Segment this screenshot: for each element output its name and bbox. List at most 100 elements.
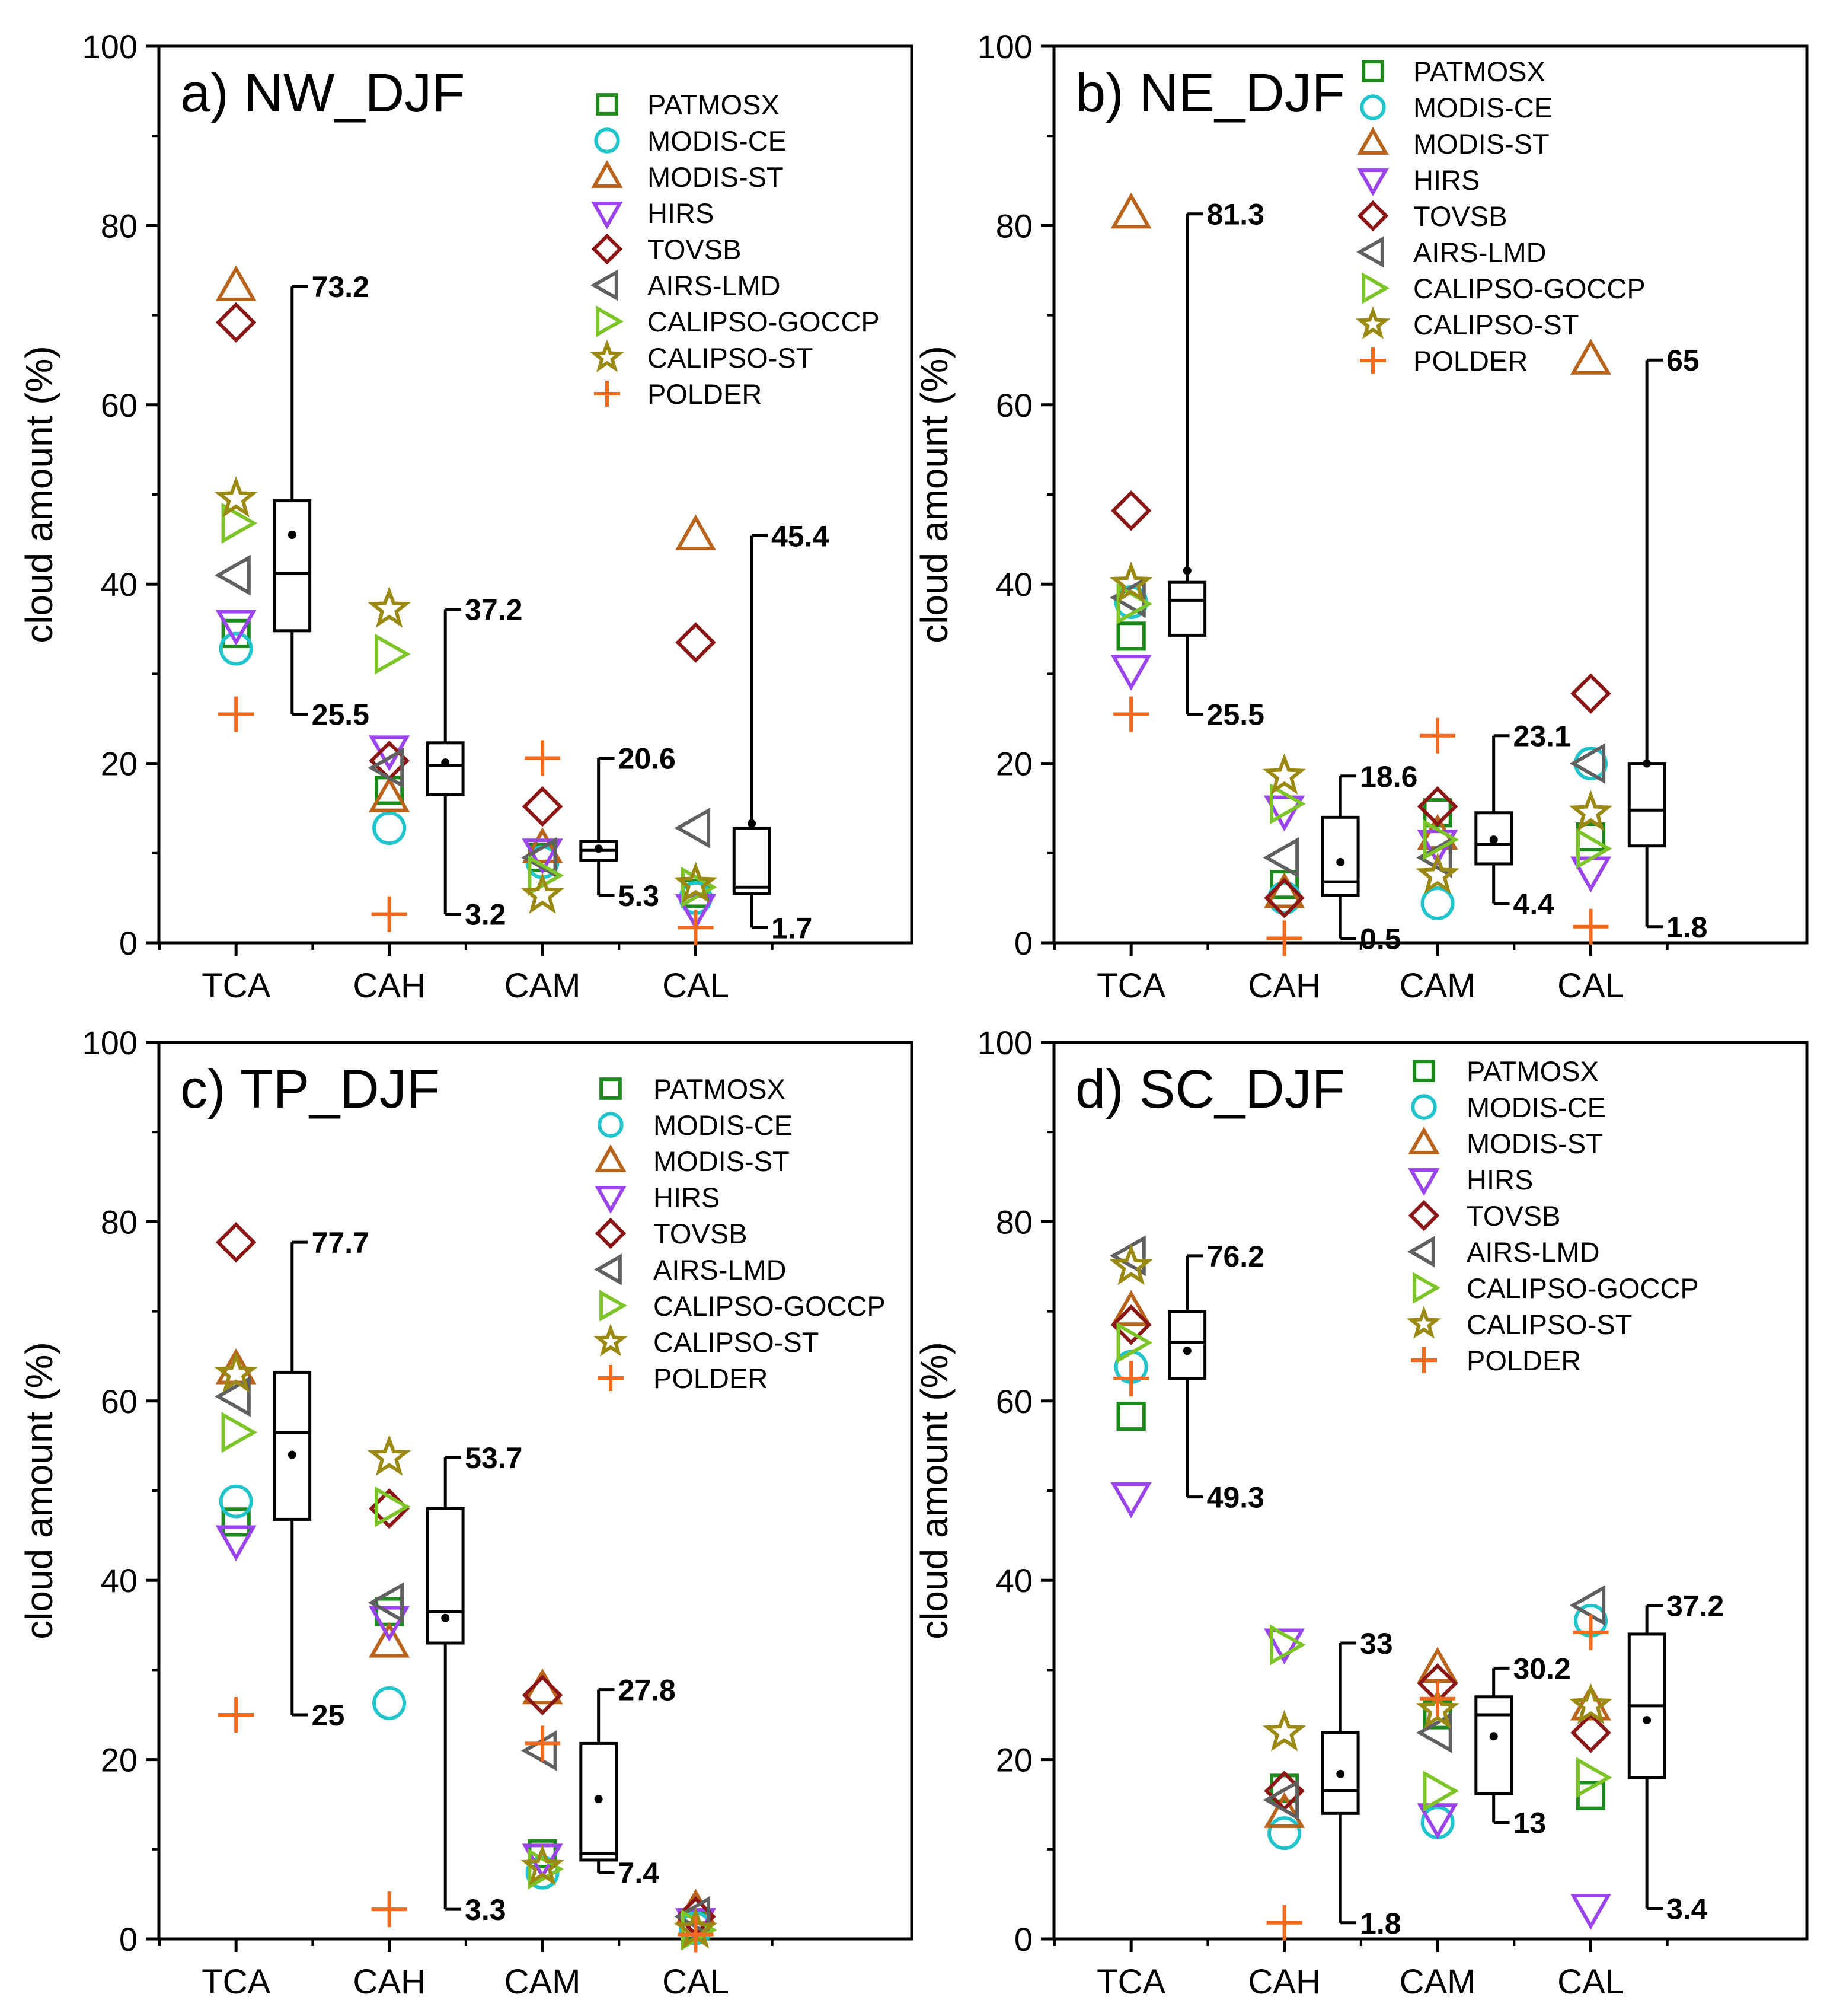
point-airs-lmd: [1110, 1235, 1146, 1277]
legend-marker-calipso-st: [593, 1323, 628, 1357]
legend-label: MODIS-ST: [647, 161, 784, 193]
x-category-label: CAM: [1400, 1963, 1476, 2001]
y-tick-label: 100: [82, 1024, 138, 1061]
y-axis-label: cloud amount (%): [913, 1342, 956, 1639]
point-polder: [371, 1891, 407, 1928]
legend-label: PATMOSX: [1413, 56, 1545, 87]
legend-marker-tovsb: [1408, 1200, 1440, 1232]
max-value-label: 30.2: [1513, 1652, 1571, 1685]
x-category-label: TCA: [1097, 1963, 1165, 2001]
point-hirs: [1110, 655, 1152, 691]
point-hirs: [1570, 1893, 1612, 1930]
iqr-box: [426, 741, 465, 797]
legend-label: CALIPSO-GOCCP: [1467, 1272, 1699, 1304]
min-value-label: 5.3: [618, 879, 660, 913]
box-cam: 30.2 13: [1474, 1652, 1571, 1839]
y-tick-label: 20: [996, 1741, 1033, 1779]
box-cah: 18.6 0.5: [1321, 760, 1417, 955]
legend-marker-hirs: [591, 202, 623, 230]
point-polder: [525, 1725, 561, 1762]
y-tick-label: 40: [996, 566, 1033, 603]
x-category-label: CAL: [662, 1963, 729, 2001]
y-tick-label: 100: [978, 1024, 1033, 1061]
point-polder: [1420, 717, 1456, 754]
x-category-label: CAM: [504, 966, 581, 1005]
mean-dot: [594, 844, 603, 853]
plot-frame: [157, 1041, 914, 1941]
point-polder: [371, 896, 407, 932]
legend-marker-polder: [598, 1365, 624, 1391]
mean-dot: [441, 1613, 450, 1622]
point-modis-st: [1110, 192, 1152, 229]
point-hirs: [1264, 795, 1305, 832]
max-value-label: 23.1: [1513, 720, 1571, 753]
min-value-label: 3.3: [465, 1893, 506, 1926]
point-hirs: [215, 1525, 257, 1562]
legend-marker-calipso-goccp: [599, 1290, 628, 1322]
point-hirs: [369, 1606, 410, 1642]
max-value-label: 33: [1360, 1627, 1393, 1660]
panel-3: 0 20 40 60 80 100 TCA CAH CAM CAL cloud amount (%)…: [18, 1024, 914, 2001]
point-modis-st: [522, 827, 563, 863]
legend-label: CALIPSO-GOCCP: [653, 1290, 886, 1322]
x-category-label: CAL: [1557, 966, 1624, 1005]
point-polder: [1573, 908, 1609, 945]
point-calipso-goccp: [681, 866, 717, 908]
y-tick-label: 0: [1014, 924, 1033, 962]
point-airs-lmd: [521, 1730, 557, 1772]
mean-dot: [1643, 759, 1652, 768]
legend-marker-modis-ce: [1360, 94, 1386, 120]
box-cah: 37.2 3.2: [426, 594, 522, 932]
point-tovsb: [675, 622, 716, 663]
legend-marker-polder: [1411, 1347, 1437, 1373]
legend-marker-polder: [594, 381, 620, 407]
point-hirs: [522, 838, 563, 875]
legend-label: HIRS: [653, 1182, 720, 1213]
y-tick-label: 40: [101, 1562, 138, 1599]
panel-title: b) NE_DJF: [1075, 63, 1345, 123]
point-calipso-st: [1109, 561, 1153, 603]
legend-marker-calipso-st: [1406, 1306, 1442, 1339]
point-tovsb: [215, 302, 257, 343]
point-airs-lmd: [674, 1896, 711, 1937]
legend: PATMOSX MODIS-CE MODIS-ST HIRS TOVSB AIRS-LMD…: [1355, 56, 1646, 377]
legend-label: POLDER: [653, 1363, 768, 1394]
box-cal: 37.2 3.4: [1627, 1590, 1724, 1926]
point-airs-lmd: [368, 1582, 404, 1623]
max-value-label: 65: [1666, 344, 1700, 377]
box-cam: 23.1 4.4: [1474, 720, 1571, 920]
legend-marker-calipso-goccp: [1413, 1272, 1441, 1304]
max-value-label: 53.7: [465, 1441, 522, 1475]
point-calipso-st: [520, 872, 564, 914]
mean-dot: [1183, 1347, 1192, 1355]
point-calipso-goccp: [221, 1412, 258, 1453]
point-patmosx: [221, 618, 251, 648]
x-category-label: CAH: [353, 1963, 425, 2001]
legend-marker-modis-st: [1408, 1126, 1440, 1154]
legend-label: POLDER: [1413, 345, 1528, 377]
y-tick-label: 80: [996, 207, 1033, 244]
panel-title: c) TP_DJF: [180, 1059, 440, 1119]
box-tca: 76.2 49.3: [1168, 1240, 1264, 1514]
point-polder: [1420, 1680, 1456, 1717]
legend-marker-hirs: [595, 1186, 627, 1214]
point-calipso-goccp: [1116, 1322, 1153, 1364]
point-calipso-st: [214, 1351, 258, 1393]
y-axis-label: cloud amount (%): [18, 1342, 60, 1639]
point-tovsb: [1264, 878, 1305, 918]
legend-marker-calipso-st: [1355, 306, 1391, 339]
point-calipso-goccp: [1270, 783, 1306, 825]
y-tick-label: 20: [101, 1741, 138, 1779]
point-airs-lmd: [1110, 577, 1146, 618]
legend-marker-calipso-goccp: [596, 305, 624, 337]
iqr-box: [1321, 815, 1360, 897]
legend-marker-hirs: [1357, 168, 1389, 197]
point-polder: [218, 1697, 254, 1733]
point-patmosx: [1423, 798, 1452, 828]
point-modis-ce: [372, 811, 407, 845]
point-tovsb: [1570, 1712, 1611, 1753]
point-tovsb: [1570, 673, 1611, 714]
mean-dot: [1489, 835, 1498, 844]
point-tovsb: [215, 1221, 257, 1263]
